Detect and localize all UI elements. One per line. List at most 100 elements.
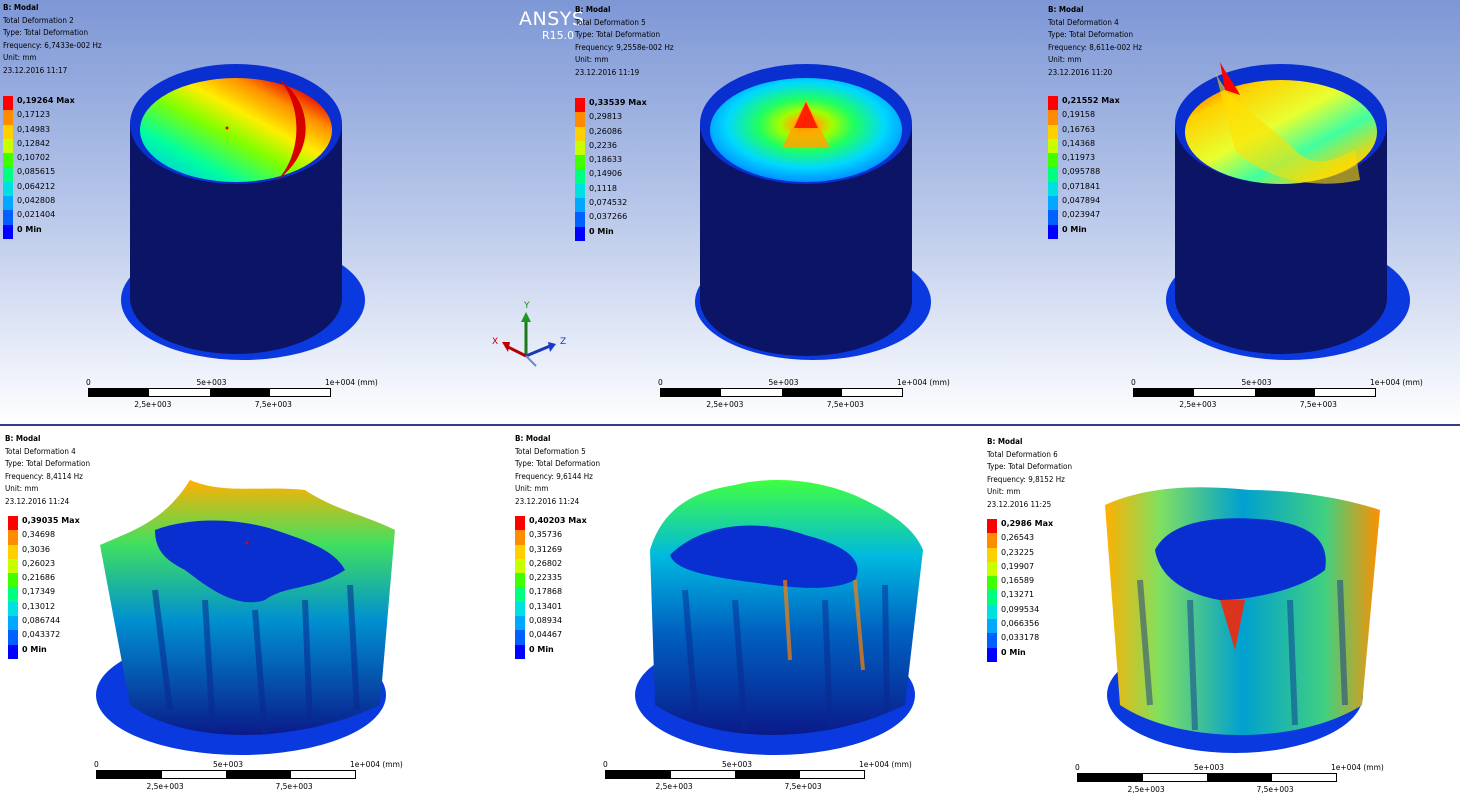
- scale-ruler-2: 0 5e+003 1e+004 (mm) 2,5e+003 7,5e+003: [658, 378, 991, 414]
- scale-segment: [290, 771, 355, 778]
- legend-label: 0 Min: [589, 226, 614, 236]
- model-view-3[interactable]: [1145, 40, 1425, 390]
- legend-swatch: [3, 96, 13, 111]
- legend-swatch: [1048, 96, 1058, 111]
- legend-swatch: [3, 224, 13, 239]
- model-view-1[interactable]: [100, 40, 380, 390]
- legend-swatch: [575, 98, 585, 113]
- scale-segment: [1194, 389, 1255, 396]
- legend-label: 0,17868: [529, 587, 563, 597]
- legend-swatch: [8, 573, 18, 588]
- model-view-2[interactable]: [670, 40, 950, 390]
- model-view-5[interactable]: [625, 460, 935, 765]
- legend-label: 0,042808: [17, 196, 56, 206]
- axis-z-label: Z: [560, 337, 566, 347]
- info-line: 23.12.2016 11:19: [575, 67, 640, 77]
- scale-three-quarter-label: 7,5e+003: [275, 782, 313, 791]
- legend-swatch: [987, 561, 997, 577]
- legend-swatch: [515, 587, 525, 602]
- legend-swatch: [515, 573, 525, 588]
- legend-label: 0,14368: [1062, 138, 1096, 148]
- legend-swatch: [3, 210, 13, 225]
- legend-label: 0,095788: [1062, 167, 1101, 177]
- legend-swatch: [515, 630, 525, 645]
- fluid-surface: [670, 525, 858, 588]
- scale-start-label: 0: [1131, 378, 1136, 387]
- legend-swatch: [1048, 138, 1058, 154]
- model-view-6[interactable]: [1100, 460, 1390, 765]
- legend-label: 0,043372: [22, 630, 61, 640]
- legend-label: 0,26086: [589, 126, 623, 136]
- legend-swatch: [1048, 210, 1058, 225]
- scale-segment: [606, 771, 671, 778]
- info-line: Total Deformation 4: [5, 446, 76, 456]
- legend-swatch: [8, 516, 18, 531]
- legend-label: 0,023947: [1062, 210, 1101, 220]
- scale-segment: [226, 771, 291, 778]
- legend-label: 0,40203 Max: [529, 516, 587, 525]
- legend-label: 0,19158: [1062, 110, 1096, 120]
- axis-triad[interactable]: Y X Z: [488, 298, 578, 373]
- legend-swatch: [8, 544, 18, 559]
- scale-segment: [841, 389, 902, 396]
- scale-bar: [660, 388, 903, 397]
- legend-swatch: [8, 558, 18, 574]
- scale-segment: [670, 771, 735, 778]
- legend-label: 0,21686: [22, 573, 56, 583]
- scale-end-label: 1e+004 (mm): [325, 378, 378, 387]
- scale-segment: [97, 771, 162, 778]
- legend-label: 0,021404: [17, 210, 56, 220]
- scale-mid-label: 5e+003: [1241, 378, 1272, 387]
- legend-swatch: [575, 155, 585, 170]
- info-line: 23.12.2016 11:17: [3, 65, 68, 75]
- tank-bottom-edge: [700, 244, 912, 356]
- band-divider: [0, 424, 1460, 426]
- info-line: Frequency: 9,2558e-002 Hz: [575, 42, 674, 52]
- info-line: Type: Total Deformation: [515, 459, 600, 468]
- scale-segment: [1271, 774, 1336, 781]
- legend-swatch: [987, 633, 997, 648]
- scale-end-label: 1e+004 (mm): [897, 378, 950, 387]
- scale-bar: [1133, 388, 1376, 397]
- legend-swatch: [8, 644, 18, 659]
- legend-label: 0,033178: [1001, 633, 1040, 643]
- model-view-4[interactable]: [95, 460, 405, 765]
- scale-segment: [161, 771, 226, 778]
- legend-label: 0,066356: [1001, 619, 1040, 629]
- legend-label: 0 Min: [1001, 647, 1026, 657]
- legend-label: 0,074532: [589, 198, 628, 208]
- legend-swatch: [575, 140, 585, 156]
- legend-label: 0,04467: [529, 630, 563, 640]
- legend-swatch: [987, 604, 997, 620]
- result-info-5: B: Modal Total Deformation 5 Type: Total D…: [515, 433, 600, 508]
- legend-label: 0,29813: [589, 112, 623, 122]
- scale-bar: [605, 770, 865, 779]
- legend-swatch: [515, 601, 525, 617]
- info-line: Frequency: 8,4114 Hz: [5, 471, 83, 481]
- scale-segment: [1314, 389, 1375, 396]
- scale-mid-label: 5e+003: [722, 760, 752, 769]
- legend-swatch: [987, 590, 997, 605]
- scale-start-label: 0: [603, 760, 608, 769]
- legend-label: 0,1118: [589, 183, 617, 193]
- legend-label: 0,39035 Max: [22, 516, 80, 525]
- max-deformation-zone: [1220, 62, 1240, 95]
- info-line: Frequency: 9,6144 Hz: [515, 471, 593, 481]
- legend-label: 0,17123: [17, 110, 51, 120]
- legend-swatch: [987, 647, 997, 662]
- info-line: 23.12.2016 11:25: [987, 499, 1052, 509]
- scale-segment: [799, 771, 864, 778]
- scale-mid-label: 5e+003: [196, 378, 227, 387]
- scale-ruler-1: 0 5e+003 1e+004 (mm) 2,5e+003 7,5e+003: [86, 378, 419, 414]
- scale-quarter-label: 2,5e+003: [1179, 400, 1217, 409]
- scale-segment: [1207, 774, 1272, 781]
- analysis-title: B: Modal: [515, 434, 551, 443]
- scale-start-label: 0: [94, 760, 99, 769]
- legend-label: 0,13271: [1001, 590, 1035, 600]
- tank-bottom-edge: [1175, 242, 1387, 354]
- legend-label: 0,085615: [17, 167, 56, 177]
- scale-mid-label: 5e+003: [1194, 763, 1224, 772]
- legend-swatch: [987, 547, 997, 562]
- legend-label: 0,08934: [529, 616, 563, 626]
- legend-label: 0,14983: [17, 124, 51, 134]
